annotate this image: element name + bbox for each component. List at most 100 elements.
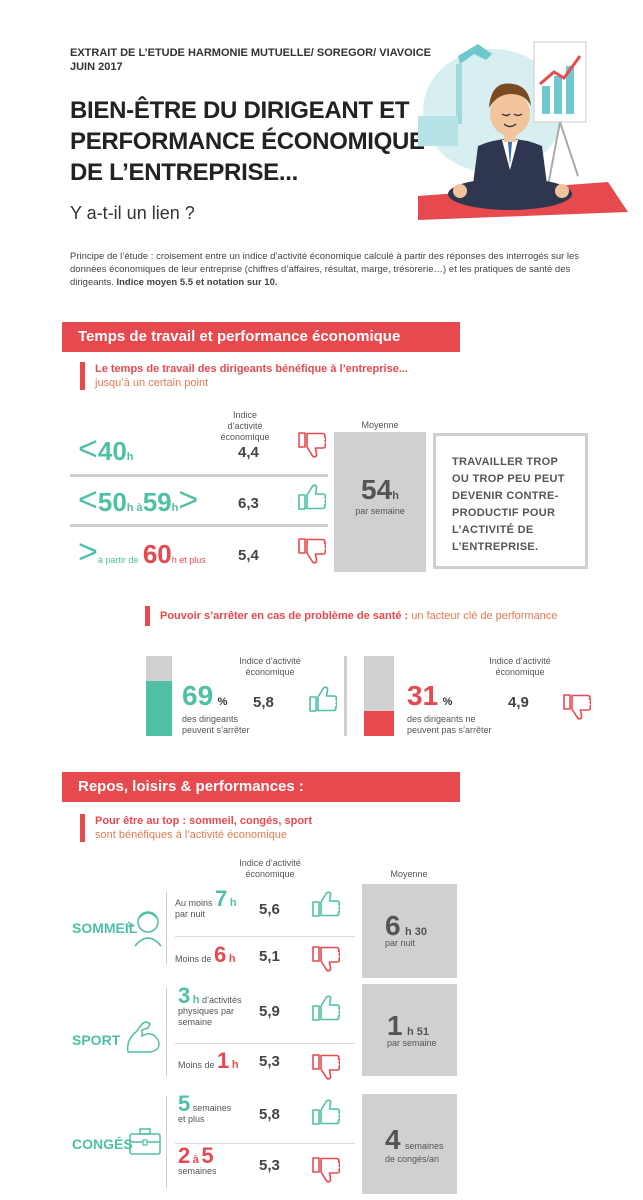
- hours-unit: h et plus: [171, 555, 206, 565]
- post-text: semaines: [178, 1166, 217, 1176]
- cannot-stop-bar: [364, 656, 394, 736]
- work-average: 54h par semaine: [334, 474, 426, 517]
- work-row-3-value: 5,4: [238, 547, 259, 564]
- thumb-down-icon: [312, 946, 340, 972]
- thumb-down-icon: [312, 1157, 340, 1183]
- can-stop-bar-fill: [146, 680, 172, 736]
- health-subtitle-bold: Pouvoir s’arrêter en cas de problème de …: [160, 610, 409, 622]
- col-avg-header: Moyenne: [361, 420, 399, 430]
- col-index-header-2: Indice d’activité économique: [239, 858, 301, 879]
- sleep-row-2: Moins de 6 h: [175, 942, 236, 968]
- study-intro: Principe de l’étude : croisement entre u…: [70, 250, 590, 289]
- pct-unit: %: [442, 696, 453, 708]
- avg-number: 4: [385, 1124, 401, 1155]
- extract-line: EXTRAIT DE L’ETUDE HARMONIE MUTUELLE/ SO…: [70, 47, 431, 59]
- thumb-up-icon: [312, 891, 340, 917]
- row-divider: [70, 474, 328, 477]
- pre-text: Moins de: [175, 954, 212, 964]
- can-stop-pct: 69 %: [182, 680, 227, 712]
- sleep-average: 6 h 30 par nuit: [385, 910, 427, 949]
- work-row-50-59: <50h à59h>: [78, 481, 198, 521]
- thumb-down-icon: [298, 538, 326, 564]
- avg-unit: semaines: [405, 1141, 444, 1151]
- cannot-stop-bar-fill: [364, 711, 394, 736]
- hours-unit: h: [229, 897, 237, 909]
- thumb-down-icon: [312, 1054, 340, 1080]
- sleep-bracket: [166, 892, 167, 964]
- avg-number: 6: [385, 910, 401, 941]
- avg-hours: 54: [361, 474, 393, 505]
- work-row-60-plus: >à partir de 60h et plus: [78, 533, 206, 573]
- pct-unit: %: [217, 696, 228, 708]
- meditating-manager-illustration: [418, 41, 628, 220]
- section-work-time-subtitle: Le temps de travail des dirigeants bénéf…: [80, 362, 408, 390]
- holidays-bracket: [166, 1096, 167, 1188]
- pre-text: Moins de: [178, 1060, 215, 1070]
- holidays-row-2-value: 5,3: [259, 1157, 280, 1174]
- hours-number: 40: [97, 436, 127, 466]
- work-row-1-value: 4,4: [238, 444, 259, 461]
- sport-row-1: 3 h d’activités physiques par semaine: [178, 985, 242, 1028]
- sleep-row-1-value: 5,6: [259, 901, 280, 918]
- weeks-unit: semaines: [192, 1103, 232, 1113]
- subtitle-rest: jusqu’à un certain point: [95, 377, 209, 389]
- holidays-average: 4 semaines de congés/an: [385, 1124, 444, 1165]
- subtitle-rest: sont bénéfiques à l’activité économique: [95, 829, 288, 841]
- quote-box: [433, 433, 588, 569]
- text-1: d’activités: [202, 995, 242, 1005]
- cannot-stop-label: des dirigeants ne peuvent pas s’arrêter: [407, 714, 492, 735]
- hours-number: 6: [214, 942, 227, 967]
- hours-number: 7: [215, 886, 228, 911]
- cannot-stop-value: 4,9: [508, 694, 529, 711]
- section-rest-subtitle: Pour être au top : sommeil, congés, spor…: [80, 814, 312, 842]
- holidays-row-1-value: 5,8: [259, 1106, 280, 1123]
- hours-number-b: 59: [142, 487, 172, 517]
- study-source: EXTRAIT DE L’ETUDE HARMONIE MUTUELLE/ SO…: [70, 46, 431, 74]
- hours-unit: h: [192, 994, 200, 1006]
- health-col-index-right: Indice d’activité économique: [489, 656, 551, 677]
- intro-text: Principe de l’étude : croisement entre u…: [70, 251, 580, 288]
- avg-unit: h 51: [407, 1026, 430, 1038]
- post-text: et plus: [178, 1114, 205, 1124]
- sleep-average-block: [362, 884, 457, 978]
- hours-unit: h: [228, 953, 236, 965]
- avg-label: par semaine: [355, 506, 405, 516]
- can-stop-bar: [146, 656, 172, 736]
- hours-number: 1: [217, 1048, 230, 1073]
- person-icon: [127, 911, 162, 947]
- page-question: Y a-t-il un lien ?: [70, 203, 195, 223]
- col-index-header: Indice d’activité économique: [220, 410, 270, 442]
- text-3: semaine: [178, 1017, 213, 1027]
- sport-row-2: Moins de 1 h: [178, 1048, 239, 1074]
- weeks-number: 5: [178, 1091, 191, 1116]
- post-text: par nuit: [175, 909, 206, 919]
- can-stop-value: 5,8: [253, 694, 274, 711]
- title-line-2: PERFORMANCE ÉCONOMIQUE: [70, 128, 425, 155]
- pre-text: Au moins: [175, 898, 213, 908]
- sleep-label: SOMMEIL: [72, 920, 138, 936]
- title-line-1: BIEN-ÊTRE DU DIRIGEANT ET: [70, 97, 410, 124]
- weeks-mid: à: [192, 1154, 199, 1166]
- greater-than-symbol: >: [78, 533, 98, 571]
- thumb-down-icon: [298, 432, 326, 458]
- pct-value: 31: [407, 680, 439, 711]
- sleep-row-2-value: 5,1: [259, 948, 280, 965]
- suitcase-icon: [129, 1128, 161, 1155]
- row-divider: [70, 524, 328, 527]
- weeks-number-a: 2: [178, 1143, 191, 1168]
- thumb-up-icon: [309, 686, 337, 712]
- text-2: physiques par: [178, 1006, 235, 1016]
- avg-label: de congés/an: [385, 1154, 440, 1164]
- thumb-down-icon: [563, 694, 591, 720]
- health-col-index-left: Indice d’activité économique: [239, 656, 301, 677]
- title-line-3: DE L’ENTREPRISE...: [70, 159, 298, 186]
- bicep-icon: [126, 1021, 160, 1053]
- holidays-row-1: 5 semaines et plus: [178, 1093, 232, 1125]
- hours-number: 60: [142, 539, 172, 569]
- holidays-label: CONGÉS: [72, 1136, 133, 1152]
- hours-unit-b: h: [171, 502, 179, 514]
- sport-average: 1 h 51 par semaine: [387, 1010, 437, 1049]
- holidays-row-2: 2 à 5 semaines: [178, 1145, 217, 1177]
- subtitle-bold: Pour être au top : sommeil, congés, spor…: [95, 815, 312, 827]
- less-than-symbol: <: [78, 481, 98, 519]
